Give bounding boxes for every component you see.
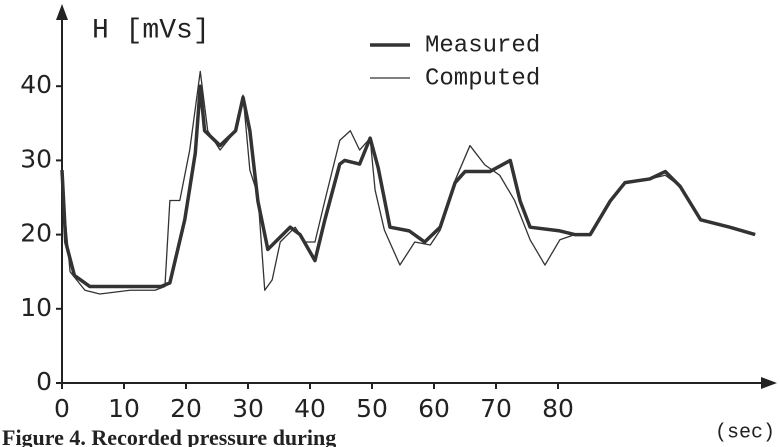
data-line xyxy=(61,70,756,295)
y-tick-label: 0 xyxy=(36,367,52,396)
x-tick-label: 0 xyxy=(54,394,70,423)
x-tick-label: 10 xyxy=(108,394,140,423)
y-axis-label: H [mVs] xyxy=(92,15,210,46)
y-tick-label: 20 xyxy=(20,219,52,248)
data-line xyxy=(60,84,756,289)
y-axis-arrow xyxy=(56,4,68,20)
x-tick-label: 40 xyxy=(294,394,326,423)
x-tick-label: 20 xyxy=(170,394,202,423)
caption: Figure 4. Recorded pressure during xyxy=(2,425,336,447)
x-tick-label: 50 xyxy=(356,394,388,423)
x-tick-label: 30 xyxy=(232,394,264,423)
legend-label: Measured xyxy=(425,32,540,59)
x-axis-label: (sec) xyxy=(715,421,775,444)
x-tick-label: 70 xyxy=(480,394,512,423)
x-axis-arrow xyxy=(761,377,777,389)
x-tick-label: 80 xyxy=(542,394,574,423)
legend-label: Computed xyxy=(425,65,540,92)
y-tick-label: 10 xyxy=(20,293,52,322)
y-tick-label: 30 xyxy=(20,144,52,173)
y-tick-label: 40 xyxy=(20,70,52,99)
x-tick-label: 60 xyxy=(418,394,450,423)
